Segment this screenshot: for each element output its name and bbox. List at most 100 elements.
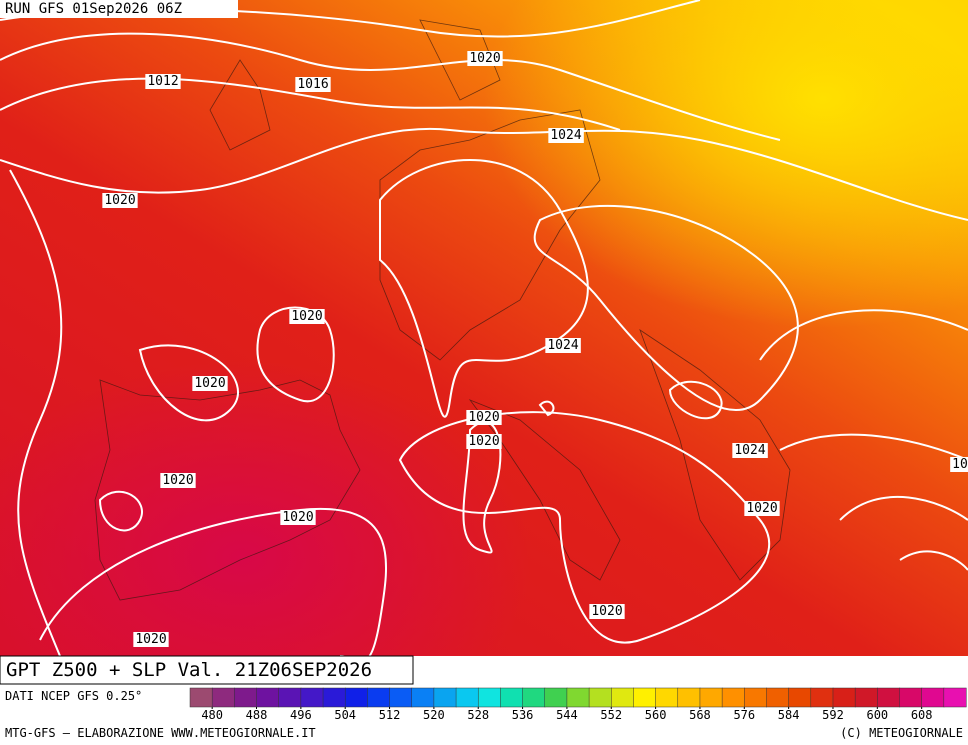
- isobar: [779, 433, 968, 461]
- isobar: [538, 380, 723, 420]
- isobar: [0, 32, 781, 141]
- isobar: [256, 306, 335, 403]
- isobar-label-box: [466, 410, 502, 425]
- colorbar-cell: [788, 687, 812, 708]
- isobar-label-box: [102, 193, 138, 208]
- isobar-label-box: [466, 434, 502, 449]
- isobar-label-box: [589, 604, 625, 619]
- title-box: [0, 655, 414, 685]
- isobar-label-box: [280, 510, 316, 525]
- isobar-label: 1020: [291, 309, 322, 324]
- colorbar-cell: [699, 687, 723, 708]
- colorbar-cell: [766, 687, 790, 708]
- map: [0, 0, 968, 657]
- isobar-label: 1020: [469, 51, 500, 66]
- colorbar-cell: [411, 687, 435, 708]
- isobar: [98, 490, 143, 532]
- colorbar-cell: [522, 687, 546, 708]
- isobar-label-box: [744, 501, 780, 516]
- run-label: RUN GFS 01Sep2026 06Z: [5, 1, 182, 17]
- isobar-label: 1024: [734, 443, 765, 458]
- colorbar-tick-label: 544: [556, 708, 578, 722]
- colorbar-cell: [877, 687, 901, 708]
- isobar-label-box: [295, 77, 331, 92]
- colorbar-tick-label: 600: [866, 708, 888, 722]
- isobar: [839, 496, 968, 571]
- isobar-label-box: [545, 338, 581, 353]
- colorbar-tick-label: 576: [733, 708, 755, 722]
- isobar-label-box: [145, 74, 181, 89]
- colorbar-tick-label: 480: [201, 708, 223, 722]
- colorbar-tick-label: 592: [822, 708, 844, 722]
- isobar-label-box: [467, 51, 503, 66]
- header-box: [0, 0, 238, 18]
- colorbar-cell: [455, 687, 479, 708]
- isobar-label: 1016: [297, 77, 328, 92]
- isobar-label-box: [732, 443, 768, 458]
- colorbar-cell: [544, 687, 568, 708]
- colorbar-cell: [721, 687, 745, 708]
- isobar-label: 1024: [550, 128, 581, 143]
- colorbar-tick-label: 496: [290, 708, 312, 722]
- isobar: [379, 159, 589, 418]
- colorbar-tick-label: 552: [600, 708, 622, 722]
- isobar: [759, 309, 968, 361]
- colorbar-tick-label: 528: [467, 708, 489, 722]
- colorbar-cell: [611, 687, 634, 708]
- colorbar-tick-label: 520: [423, 708, 445, 722]
- colorbar-cell: [566, 687, 590, 708]
- isobar-label-box: [950, 457, 968, 472]
- colorbar-cell: [367, 687, 391, 708]
- colorbar-tick-label: 568: [689, 708, 711, 722]
- colorbar-cell: [278, 687, 302, 708]
- isobar-label: 1020: [591, 604, 622, 619]
- isobar: [9, 169, 63, 657]
- isobar-label-box: [548, 128, 584, 143]
- source-label: DATI NCEP GFS 0.25°: [5, 689, 142, 703]
- isobar-label: 1020: [282, 510, 313, 525]
- isobar: [138, 344, 239, 422]
- isobar-label-box: [289, 309, 325, 324]
- isobar: [0, 127, 968, 221]
- isobar-label: 1020: [468, 410, 499, 425]
- isobar-label: 1020: [104, 193, 135, 208]
- colorbar-cell: [899, 687, 923, 708]
- colorbar-tick-label: 504: [334, 708, 356, 722]
- copyright-label: (C) METEOGIORNALE: [840, 726, 963, 740]
- colorbar-cell: [588, 687, 612, 708]
- colorbar: 480 488 496 504 512 520 528 536 544 552 560 568 576 5…: [189, 687, 967, 722]
- colorbar-cell: [832, 687, 856, 708]
- coastline: [94, 19, 791, 601]
- isobar: [533, 204, 799, 411]
- isobar-label: 1020: [468, 434, 499, 449]
- colorbar-cell: [477, 687, 501, 708]
- isobar-label-box: [160, 473, 196, 488]
- colorbar-cell: [921, 687, 945, 708]
- colorbar-cell: [655, 687, 679, 708]
- colorbar-cell: [344, 687, 368, 708]
- isobar-label: 1020: [746, 501, 777, 516]
- colorbar-tick-label: 560: [645, 708, 667, 722]
- colorbar-tick-label: 584: [778, 708, 800, 722]
- isobar-label: 1012: [147, 74, 178, 89]
- colorbar-cell: [500, 687, 524, 708]
- isobar-labels: 1020 1012 1016 1024 1020 1020 1024 1020 1020 1020…: [102, 51, 968, 647]
- colorbar-cell: [256, 687, 280, 708]
- isobar: [0, 77, 621, 131]
- colorbar-cell: [854, 687, 878, 708]
- height-field: [0, 0, 968, 656]
- colorbar-cell: [433, 687, 457, 708]
- isobar-label: 10: [952, 457, 968, 472]
- isobar: [398, 411, 770, 644]
- colorbar-cell: [677, 687, 701, 708]
- colorbar-tick-label: 512: [379, 708, 401, 722]
- colorbar-cell: [322, 687, 346, 708]
- colorbar-cell: [234, 687, 258, 708]
- colorbar-cell: [633, 687, 657, 708]
- colorbar-cell: [189, 687, 213, 708]
- colorbar-tick-label: 608: [911, 708, 933, 722]
- isobar-label: 1020: [162, 473, 193, 488]
- colorbar-tick-label: 488: [246, 708, 268, 722]
